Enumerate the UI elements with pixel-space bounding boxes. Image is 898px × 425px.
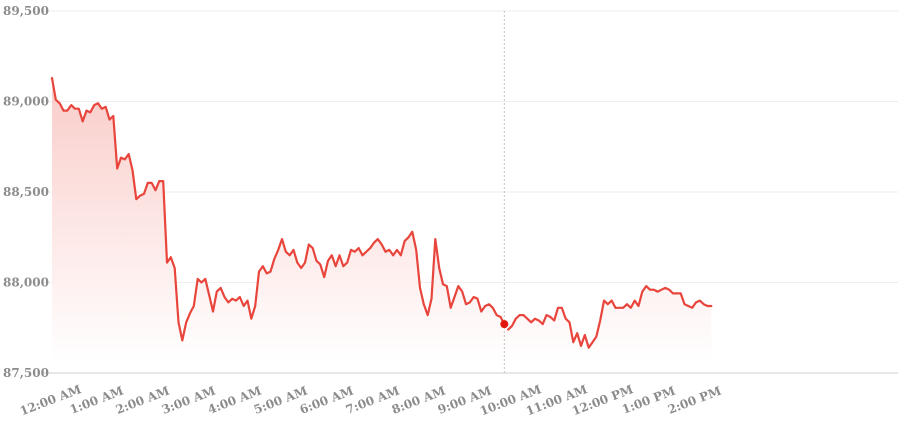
- grid: [43, 10, 898, 374]
- price-lines: [50, 76, 713, 349]
- area-fill: [52, 77, 712, 363]
- y-tick-label: 89,500: [3, 4, 49, 18]
- price-area: [52, 77, 712, 363]
- x-tick-label: 2:00 PM: [666, 384, 723, 417]
- y-tick-label: 87,500: [3, 366, 49, 380]
- price-line-segment: [50, 76, 506, 342]
- price-line-segment: [507, 285, 713, 349]
- y-tick-label: 88,000: [3, 276, 49, 290]
- x-axis-ticks: 12:00 AM1:00 AM2:00 AM3:00 AM4:00 AM5:00…: [18, 382, 723, 418]
- y-axis-ticks: 87,500 88,000 88,500 89,000 89,500: [3, 4, 49, 380]
- y-tick-label: 89,000: [3, 95, 49, 109]
- y-tick-label: 88,500: [3, 185, 49, 199]
- highlight-marker: [500, 320, 509, 329]
- hover-point[interactable]: [500, 320, 509, 329]
